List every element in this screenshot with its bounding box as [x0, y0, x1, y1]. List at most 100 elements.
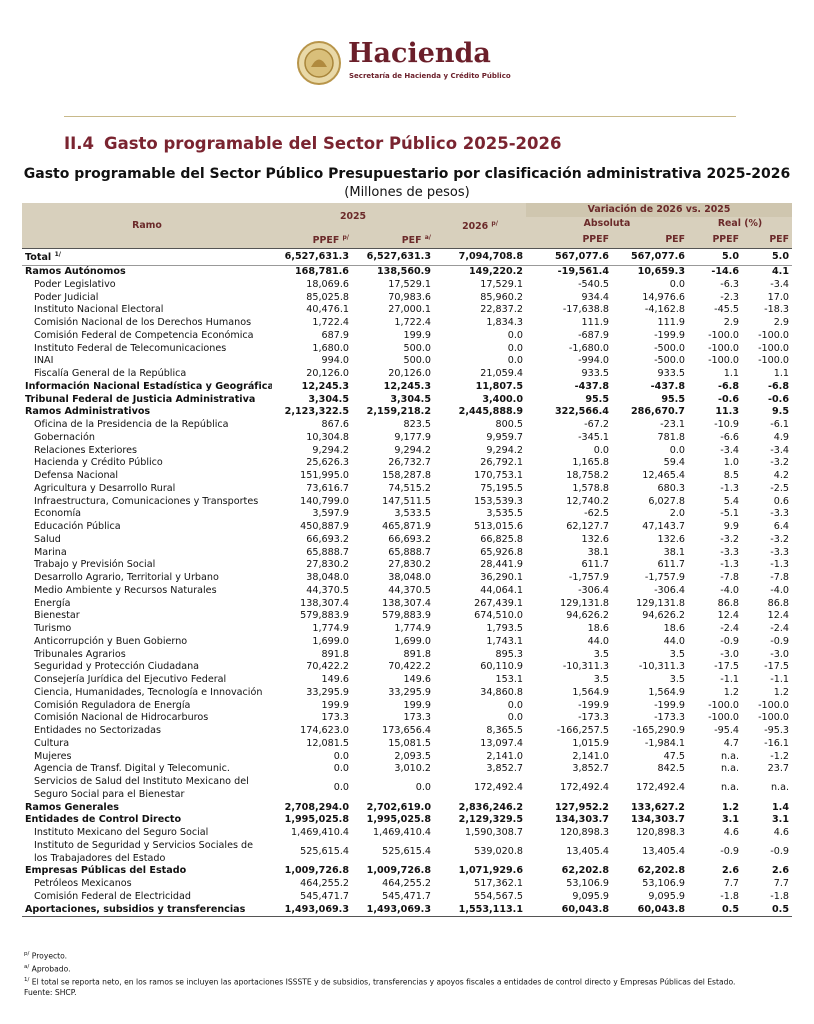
cell: 4.2	[773, 470, 789, 482]
cell: 27,830.2	[306, 559, 349, 571]
cell: 70,422.2	[388, 661, 431, 673]
sub-header: PEF a/	[352, 231, 434, 249]
cell: 170,753.1	[474, 470, 523, 482]
cell: 132.6	[657, 533, 685, 545]
cell: 47,143.7	[642, 521, 685, 533]
cell: 1.4	[772, 801, 789, 813]
row-label: Desarrollo Agrario, Territorial y Urbano	[22, 572, 272, 585]
cell: -67.2	[584, 419, 609, 431]
cell: 66,693.2	[388, 533, 431, 545]
row-label: Ramos Generales	[22, 802, 272, 815]
cell: 0.0	[507, 329, 523, 341]
row-label-text: Tribunal Federal de Justicia Administrat…	[25, 393, 256, 405]
cell: -2.3	[720, 291, 739, 303]
row-label-text: Comisión Federal de Electricidad	[34, 890, 191, 902]
row-label: Comisión Federal de Competencia Económic…	[22, 330, 272, 343]
cell: -2.4	[720, 623, 739, 635]
cell: 120,898.3	[560, 827, 609, 839]
emblem	[297, 41, 341, 85]
cell: 60,043.8	[612, 903, 688, 918]
table-body: Total 1/6,527,631.3 6,527,631.3 7,094,708.…	[22, 248, 792, 918]
cell: 525,615.4	[300, 846, 349, 858]
cell: 20,126.0	[388, 368, 431, 380]
cell: -7.8	[720, 572, 739, 584]
cell: 0.0	[669, 444, 685, 456]
row-label-text: Instituto Mexicano del Seguro Social	[34, 827, 209, 839]
cell: 0.5	[688, 903, 742, 918]
cell: 1,071,929.6	[458, 865, 523, 877]
table-row: Servicios de Salud del Instituto Mexican…	[22, 776, 792, 802]
cell: 1.1	[773, 368, 789, 380]
cell: 111.9	[657, 317, 685, 329]
note-mark: a/	[424, 234, 431, 241]
row-label-text: Consejería Jurídica del Ejecutivo Federa…	[34, 674, 227, 686]
cell: 1,995,025.8	[284, 814, 349, 826]
table-row: Energía 138,307.4 138,307.4 267,439.1 129,13…	[22, 598, 792, 611]
row-label: Comisión Reguladora de Energía	[22, 700, 272, 713]
cell: 680.3	[657, 482, 685, 494]
cell: -3.4	[770, 278, 789, 290]
cell: 465,871.9	[382, 521, 431, 533]
cell: 38.1	[663, 546, 685, 558]
logo-subtitle: Secretaría de Hacienda y Crédito Público	[349, 72, 511, 80]
row-label-text: Mujeres	[34, 750, 72, 762]
cell: 138,307.4	[300, 597, 349, 609]
cell: 1,699.0	[394, 635, 431, 647]
cell: -540.5	[578, 278, 609, 290]
row-label: Mujeres	[22, 751, 272, 764]
cell: 781.8	[657, 431, 685, 443]
cell: 3,535.5	[486, 508, 523, 520]
col-real: Real (%)	[688, 217, 792, 231]
cell: n.a.	[770, 782, 789, 794]
cell: 2.0	[669, 508, 685, 520]
cell: 18.6	[663, 623, 685, 635]
table-row: Comisión Reguladora de Energía 199.9 199.9…	[22, 700, 792, 713]
cell: -4.0	[720, 584, 739, 596]
cell: 199.9	[403, 699, 431, 711]
cell: 6.4	[773, 521, 789, 533]
cell: -3.0	[720, 648, 739, 660]
cell: 3,304.5	[390, 393, 431, 405]
cell: 2,702,619.0	[366, 801, 431, 813]
row-label: Fiscalía General de la República	[22, 368, 272, 381]
sub-header-label: PEF	[769, 233, 789, 245]
cell: 7,094,708.8	[434, 248, 526, 267]
cell: -23.1	[660, 419, 685, 431]
table-row: Agencia de Transf. Digital y Telecomunic…	[22, 763, 792, 776]
table-row: Tribunales Agrarios 891.8 891.8 895.3 3.5 3.5…	[22, 649, 792, 662]
cell: 94,626.2	[642, 610, 685, 622]
cell: 267,439.1	[474, 597, 523, 609]
cell: 70,983.6	[388, 291, 431, 303]
cell: 1,834.3	[486, 317, 523, 329]
cell: 26,732.7	[388, 457, 431, 469]
cell: 12.4	[767, 610, 789, 622]
cell: 13,097.4	[480, 737, 523, 749]
cell: 174,623.0	[300, 725, 349, 737]
cell: 2,141.0	[486, 750, 523, 762]
cell: -17,638.8	[562, 304, 609, 316]
table-row: Marina 65,888.7 65,888.7 65,926.8 38.1 38.1 -3…	[22, 547, 792, 560]
cell: 138,560.9	[376, 266, 431, 278]
row-label: Ramos Administrativos	[22, 406, 272, 419]
cell: 3,400.0	[482, 393, 523, 405]
cell: -1,757.9	[644, 572, 685, 584]
row-label-text: Desarrollo Agrario, Territorial y Urbano	[34, 572, 219, 584]
row-label-text: Agencia de Transf. Digital y Telecomunic…	[34, 763, 230, 775]
cell: 0.0	[593, 444, 609, 456]
col-absolute: Absoluta	[526, 217, 688, 231]
cell: 9,095.9	[648, 890, 685, 902]
table-row: Cultura 12,081.5 15,081.5 13,097.4 1,015.9 -1…	[22, 738, 792, 751]
cell: -1,757.9	[568, 572, 609, 584]
cell: 5.0	[688, 248, 742, 267]
row-label-text: Poder Judicial	[34, 291, 99, 303]
cell: 1.2	[722, 801, 739, 813]
table-row: Información Nacional Estadística y Geogr…	[22, 381, 792, 394]
cell: -100.0	[708, 329, 739, 341]
footnote: a/ Aprobado.	[24, 962, 735, 975]
cell: 2.9	[723, 317, 739, 329]
cell: 933.5	[581, 368, 609, 380]
cell: -7.8	[770, 572, 789, 584]
cell: 2,093.5	[394, 750, 431, 762]
cell: -0.9	[720, 635, 739, 647]
cell: 1.0	[723, 457, 739, 469]
